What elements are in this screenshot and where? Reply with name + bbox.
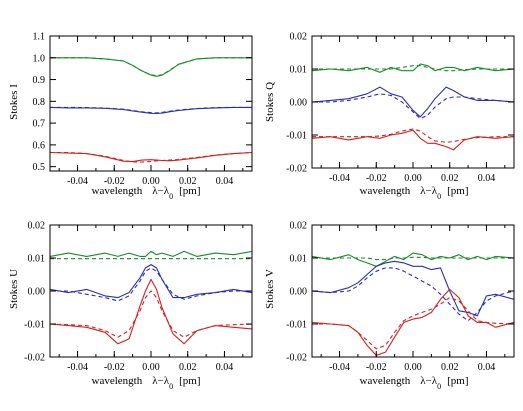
stokes-i-xtick-label: 0.02	[179, 176, 197, 187]
stokes-u-xtick-label: 0.00	[142, 362, 160, 373]
stokes-v-series-group	[312, 252, 514, 356]
stokes-v-ytick-label: -0.02	[286, 353, 307, 364]
stokes-q-ytick-label: 0.00	[290, 98, 308, 109]
stokes-v-frame	[311, 224, 515, 358]
stokes-q-blue-dashed-line	[312, 93, 514, 120]
stokes-q-xlabel-word: wavelength	[360, 185, 411, 197]
stokes-u-red-solid-line	[50, 278, 252, 345]
stokes-q-xtick-label: -0.02	[366, 173, 387, 184]
stokes-v-red-solid-line	[312, 288, 514, 356]
stokes-v-blue-dashed-line	[312, 267, 514, 322]
stokes-v-ylabel: Stokes V	[264, 269, 276, 309]
stokes-u-xlabel-unit: [pm]	[179, 375, 200, 387]
stokes-u-blue-solid-line	[50, 264, 252, 299]
stokes-i-red-dashed-line	[50, 151, 252, 163]
stokes-v-xtick-label: -0.02	[366, 362, 387, 373]
stokes-v-ytick-label: 0.01	[290, 254, 308, 265]
stokes-v-xtick-label: 0.00	[404, 362, 422, 373]
stokes-i-xlabel-math: λ−λ	[152, 185, 170, 197]
stokes-i-ytick-label: 0.5	[33, 162, 46, 173]
stokes-q-frame	[311, 35, 515, 169]
stokes-q-series-group	[312, 63, 514, 151]
stokes-i-xtick-label: -0.02	[104, 176, 125, 187]
stokes-u-ytick-label: -0.02	[24, 353, 45, 364]
stokes-u-xtick-label: -0.04	[67, 362, 88, 373]
stokes-i-xtick-label: 0.04	[216, 176, 234, 187]
stokes-v-panel: Stokes V wavelength λ−λ0 [pm] -0.04 -0.02 0.…	[264, 221, 515, 391]
stokes-u-ytick-label: -0.01	[24, 320, 45, 331]
stokes-u-xlabel-math: λ−λ	[152, 375, 170, 387]
stokes-v-green-solid-line	[312, 252, 514, 267]
stokes-u-xlabel: wavelength λ−λ0 [pm]	[92, 375, 201, 391]
stokes-v-ytick-label: -0.01	[286, 320, 307, 331]
stokes-i-green-solid-line	[50, 57, 252, 77]
stokes-q-red-solid-line	[312, 129, 514, 151]
stokes-u-ytick-label: 0.00	[28, 287, 46, 298]
stokes-i-ytick-label: 0.6	[33, 140, 46, 151]
stokes-u-ytick-label: 0.01	[28, 254, 46, 265]
stokes-i-blue-dashed-line	[50, 106, 252, 114]
stokes-v-ytick-label: 0.02	[290, 221, 308, 232]
stokes-u-panel: Stokes U wavelength λ−λ0 [pm] -0.04 -0.02 0.…	[8, 221, 253, 391]
stokes-u-xlabel-subscript: 0	[169, 382, 173, 391]
stokes-v-xtick-label: 0.02	[441, 362, 459, 373]
stokes-v-xlabel-unit: [pm]	[447, 375, 468, 387]
stokes-i-ytick-label: 0.9	[33, 75, 46, 86]
stokes-v-green-dashed-line	[312, 256, 514, 261]
stokes-u-xlabel-word: wavelength	[92, 375, 143, 387]
stokes-q-panel: Stokes Q wavelength λ−λ0 [pm] -0.04 -0.02 0.…	[264, 32, 515, 201]
stokes-q-xtick-label: 0.00	[404, 173, 422, 184]
stokes-q-ylabel: Stokes Q	[264, 82, 276, 122]
stokes-v-ytick-label: 0.00	[290, 287, 308, 298]
stokes-i-ytick-label: 1.1	[33, 32, 46, 43]
stokes-i-series-group	[50, 57, 252, 163]
stokes-u-xtick-label: 0.02	[179, 362, 197, 373]
stokes-q-xlabel: wavelength λ−λ0 [pm]	[360, 185, 469, 201]
stokes-i-xlabel-unit: [pm]	[179, 185, 200, 197]
stokes-q-ytick-label: -0.02	[286, 164, 307, 175]
stokes-i-red-solid-line	[50, 151, 252, 163]
stokes-q-xtick-label: 0.04	[478, 173, 496, 184]
stokes-i-ylabel: Stokes I	[8, 84, 20, 120]
stokes-i-green-dashed-line	[50, 57, 252, 77]
stokes-i-xlabel-word: wavelength	[92, 185, 143, 197]
stokes-q-ytick-label: -0.01	[286, 131, 307, 142]
stokes-v-blue-solid-line	[312, 260, 514, 317]
stokes-i-frame	[49, 35, 253, 172]
stokes-q-ytick-label: 0.01	[290, 65, 308, 76]
stokes-v-xtick-label: -0.04	[329, 362, 350, 373]
stokes-i-ytick-label: 0.7	[33, 119, 46, 130]
stokes-v-xlabel-subscript: 0	[437, 382, 441, 391]
stokes-u-ytick-label: 0.02	[28, 221, 46, 232]
stokes-u-xtick-label: 0.04	[216, 362, 234, 373]
stokes-i-xtick-label: 0.00	[142, 176, 160, 187]
stokes-q-red-dashed-line	[312, 128, 514, 143]
stokes-v-xlabel-word: wavelength	[360, 375, 411, 387]
stokes-v-xlabel: wavelength λ−λ0 [pm]	[360, 375, 469, 391]
stokes-i-panel: Stokes I wavelength λ−λ0 [pm] -0.04 -0.02 0.…	[8, 32, 253, 201]
stokes-i-ytick-label: 0.8	[33, 97, 46, 108]
stokes-q-ytick-label: 0.02	[290, 32, 308, 43]
stokes-u-red-dashed-line	[50, 290, 252, 338]
stokes-v-xtick-label: 0.04	[478, 362, 496, 373]
stokes-u-ylabel: Stokes U	[8, 269, 20, 309]
stokes-u-xtick-label: -0.02	[104, 362, 125, 373]
stokes-q-xtick-label: 0.02	[441, 173, 459, 184]
stokes-q-xlabel-subscript: 0	[437, 192, 441, 201]
stokes-v-xlabel-math: λ−λ	[420, 375, 438, 387]
stokes-q-green-dashed-line	[312, 65, 514, 72]
stokes-i-xtick-label: -0.04	[67, 176, 88, 187]
stokes-u-blue-dashed-line	[50, 267, 252, 302]
stokes-q-xlabel-math: λ−λ	[420, 185, 438, 197]
stokes-u-series-group	[50, 250, 252, 345]
stokes-q-xtick-label: -0.04	[329, 173, 350, 184]
stokes-v-red-dashed-line	[312, 297, 514, 350]
stokes-i-ytick-label: 1.0	[33, 53, 46, 64]
stokes-i-xlabel-subscript: 0	[169, 192, 173, 201]
stokes-i-xlabel: wavelength λ−λ0 [pm]	[92, 185, 201, 201]
stokes-q-blue-solid-line	[312, 86, 514, 118]
stokes-q-xlabel-unit: [pm]	[447, 185, 468, 197]
stokes-u-green-solid-line	[50, 250, 252, 257]
